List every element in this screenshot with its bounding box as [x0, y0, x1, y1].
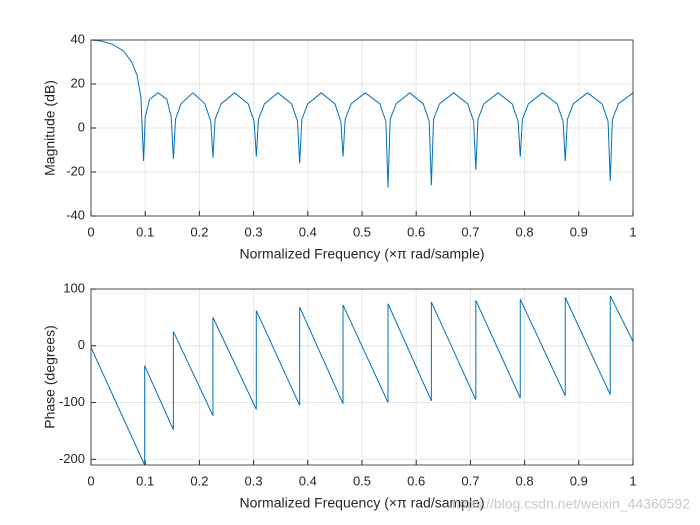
y-tick-label: -200 — [59, 451, 85, 466]
x-tick-label: 0.4 — [299, 473, 317, 488]
x-tick-label: 0.8 — [516, 473, 534, 488]
x-tick-label: 0.1 — [136, 473, 154, 488]
x-tick-label: 0.1 — [136, 224, 154, 239]
x-tick-label: 0.5 — [353, 473, 371, 488]
x-tick-label: 0.3 — [245, 473, 263, 488]
data-line — [90, 39, 634, 188]
x-tick-label: 0.2 — [190, 224, 208, 239]
y-tick-label: 100 — [63, 280, 85, 295]
x-tick-label: 0.3 — [245, 224, 263, 239]
x-axis-label: Normalized Frequency (×π rad/sample) — [239, 246, 484, 262]
y-tick-label: -40 — [66, 207, 85, 222]
axes-box — [90, 288, 634, 466]
y-tick-label: 0 — [78, 337, 85, 352]
y-tick-label: -20 — [66, 163, 85, 178]
axes: 0 0.1 0.2 0.3 0.4 0.5 0.6 0.7 0.8 0.9 1 -40 -20 0 20 40… — [42, 31, 637, 261]
x-tick-label: 0.6 — [407, 224, 425, 239]
x-tick-label: 0.5 — [353, 224, 371, 239]
x-tick-label: 0 — [87, 224, 94, 239]
x-tick-label: 0.4 — [299, 224, 317, 239]
y-axis-label: Phase (degrees) — [42, 325, 58, 429]
y-tick-label: 20 — [71, 75, 85, 90]
y-tick-label: -100 — [59, 394, 85, 409]
x-tick-label: 0.6 — [407, 473, 425, 488]
watermark: https://blog.csdn.net/weixin_44360592 — [452, 496, 690, 512]
y-tick-label: 0 — [78, 119, 85, 134]
axes: 0 0.1 0.2 0.3 0.4 0.5 0.6 0.7 0.8 0.9 1 -200 -100 0 10… — [42, 280, 637, 510]
x-tick-label: 0.9 — [570, 224, 588, 239]
x-tick-label: 1 — [629, 224, 636, 239]
axes-box — [90, 39, 634, 217]
x-tick-label: 0.9 — [570, 473, 588, 488]
x-tick-label: 1 — [629, 473, 636, 488]
x-tick-label: 0.2 — [190, 473, 208, 488]
data-line — [90, 295, 634, 466]
x-tick-label: 0 — [87, 473, 94, 488]
y-axis-label: Magnitude (dB) — [42, 80, 58, 176]
x-axis-label: Normalized Frequency (×π rad/sample) — [239, 495, 484, 511]
x-tick-label: 0.7 — [461, 473, 479, 488]
x-tick-label: 0.7 — [461, 224, 479, 239]
y-tick-label: 40 — [71, 31, 85, 46]
x-tick-label: 0.8 — [516, 224, 534, 239]
